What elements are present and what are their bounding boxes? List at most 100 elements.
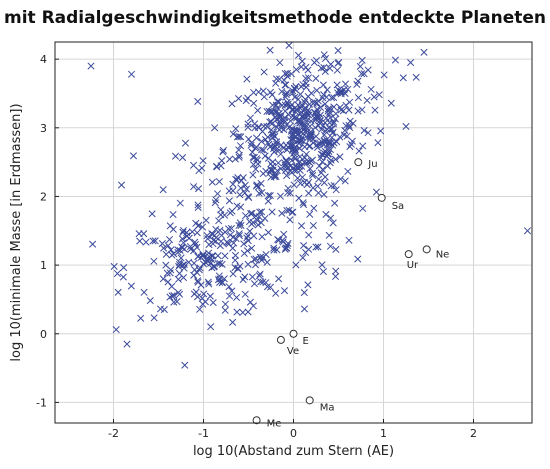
data-point [295, 162, 303, 170]
data-point [198, 164, 206, 172]
data-point [304, 66, 312, 74]
data-point [208, 178, 216, 186]
data-point [215, 178, 223, 186]
data-point [235, 132, 243, 141]
data-point [228, 287, 236, 295]
data-point [313, 141, 321, 149]
data-point [325, 231, 333, 239]
data-point [160, 244, 168, 252]
data-point [229, 130, 237, 138]
data-point [359, 142, 367, 150]
data-point [167, 266, 175, 274]
data-point [330, 118, 338, 126]
data-point [332, 245, 340, 253]
data-point [123, 340, 131, 348]
data-point [296, 179, 304, 187]
data-point [249, 171, 257, 179]
data-point [334, 89, 342, 97]
data-point [219, 148, 227, 156]
data-point [320, 63, 328, 72]
data-point [185, 258, 193, 266]
data-point [320, 141, 328, 149]
data-point [226, 231, 234, 239]
data-point [339, 107, 347, 115]
data-point [290, 181, 298, 189]
data-point [258, 146, 266, 154]
data-point [229, 180, 237, 188]
data-point [216, 278, 224, 287]
x-tick-label: -1 [198, 427, 209, 440]
data-point [136, 237, 144, 245]
data-point [288, 131, 296, 139]
data-point [282, 91, 290, 99]
data-point [301, 143, 309, 151]
data-point [301, 98, 309, 106]
data-point [271, 113, 279, 121]
data-point [249, 161, 258, 169]
data-point [261, 214, 269, 222]
data-point [273, 246, 281, 254]
data-point [310, 58, 318, 67]
data-point [286, 189, 294, 197]
data-point [341, 126, 349, 135]
data-point [248, 244, 256, 252]
data-point [225, 197, 233, 205]
data-point [281, 114, 289, 122]
data-point [148, 210, 156, 218]
data-point [205, 280, 213, 288]
data-point [173, 298, 181, 306]
data-point [225, 240, 233, 248]
data-point [321, 67, 329, 76]
data-point [244, 120, 252, 128]
data-point [225, 292, 234, 300]
data-point [198, 294, 206, 302]
data-point [305, 189, 313, 197]
data-point [195, 221, 203, 229]
data-point [174, 275, 182, 283]
data-point [244, 193, 252, 201]
data-point [320, 51, 328, 59]
data-point [289, 141, 297, 149]
data-point [217, 162, 225, 170]
data-point [244, 232, 252, 240]
data-point [291, 113, 299, 121]
data-point [241, 212, 250, 220]
data-point [248, 273, 257, 281]
data-point [146, 296, 154, 305]
data-point [330, 94, 338, 102]
planet-marker [354, 158, 363, 167]
data-point [267, 108, 275, 116]
data-point [189, 161, 198, 169]
data-point [321, 100, 329, 108]
data-point [325, 139, 333, 147]
data-point [269, 166, 277, 174]
data-point [283, 89, 291, 97]
data-point [270, 173, 279, 181]
data-point [168, 292, 176, 300]
data-point [225, 283, 233, 291]
data-point [241, 290, 249, 298]
data-point [208, 264, 216, 272]
data-point [333, 66, 341, 74]
data-point [300, 111, 308, 119]
data-point [266, 88, 274, 96]
data-point [407, 59, 415, 67]
data-point [304, 281, 312, 289]
data-point [250, 153, 258, 162]
data-point [318, 158, 326, 166]
data-point [326, 242, 335, 250]
data-point [364, 66, 372, 74]
data-point [402, 122, 410, 130]
data-point [359, 204, 367, 213]
data-point [277, 150, 285, 158]
data-point [197, 281, 205, 289]
data-point [305, 231, 313, 239]
data-point [309, 221, 317, 230]
data-point [190, 271, 198, 279]
data-point [212, 196, 220, 204]
data-point [320, 131, 328, 139]
data-point [272, 75, 281, 83]
data-point [281, 101, 289, 109]
planet-label: Me [267, 418, 282, 429]
data-point [218, 260, 226, 268]
